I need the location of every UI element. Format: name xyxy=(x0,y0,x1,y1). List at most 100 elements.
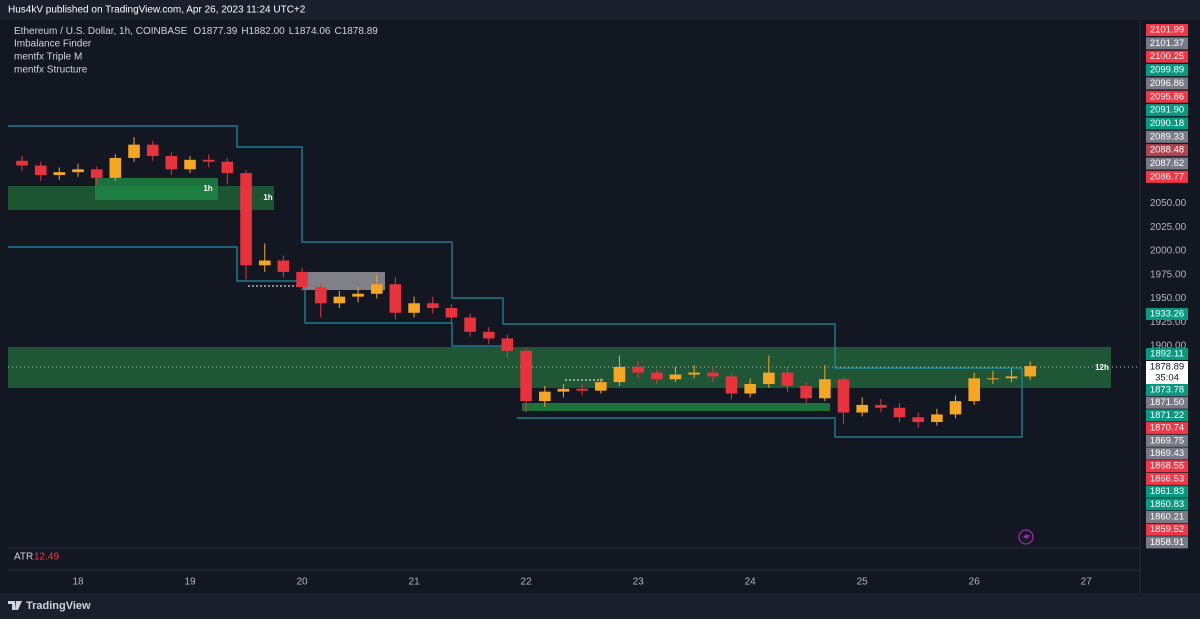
indicator: mentfx Triple M xyxy=(14,52,82,63)
price-label: 1860.83 xyxy=(1150,499,1184,510)
candle-body xyxy=(352,293,364,297)
price-label: 1933.26 xyxy=(1150,309,1184,320)
candle-body xyxy=(109,157,122,178)
zone-label: 1h xyxy=(263,193,272,202)
structure-line xyxy=(8,246,503,347)
price-label-box xyxy=(1146,460,1188,473)
price-label: 2087.62 xyxy=(1150,158,1184,169)
y-tick-label: 1975.00 xyxy=(1150,269,1187,280)
candle-body xyxy=(16,160,28,166)
ohlc-label: H xyxy=(241,26,248,37)
candle-body xyxy=(165,156,178,170)
y-tick-label: 2025.00 xyxy=(1150,222,1187,233)
candle-body xyxy=(669,374,682,380)
x-tick-label: 21 xyxy=(409,577,421,588)
price-label-box xyxy=(1146,50,1188,63)
y-tick-label: 1950.00 xyxy=(1150,293,1187,304)
x-tick-label: 20 xyxy=(296,577,308,588)
price-label-box xyxy=(1146,170,1188,183)
candle-body xyxy=(1005,376,1018,379)
price-label: 2101.99 xyxy=(1150,25,1184,36)
y-tick-label: 2000.00 xyxy=(1150,246,1187,257)
price-label: 1878.89 xyxy=(1150,362,1184,373)
price-label-box xyxy=(1146,422,1188,435)
x-tick-label: 27 xyxy=(1081,577,1093,588)
price-label-box xyxy=(1146,144,1188,157)
candle-body xyxy=(202,159,215,162)
price-label-box xyxy=(1146,472,1188,485)
candle-body xyxy=(184,159,196,170)
candle-body xyxy=(240,173,252,266)
price-label: 1860.21 xyxy=(1150,512,1184,523)
zone-label: 12h xyxy=(1095,363,1109,372)
candle-body xyxy=(651,372,663,380)
price-label: 1861.83 xyxy=(1150,486,1184,497)
candle-body xyxy=(707,372,719,377)
candle-body xyxy=(781,372,794,386)
candle-body xyxy=(53,172,66,176)
zone xyxy=(95,178,218,200)
candle-body xyxy=(744,384,756,394)
publisher: Hus4kV published on TradingView.com, Apr… xyxy=(8,5,306,16)
alert-icon[interactable] xyxy=(1018,529,1034,545)
price-label: 2090.18 xyxy=(1150,118,1184,129)
candle-body xyxy=(128,144,140,158)
x-tick-label: 24 xyxy=(745,577,757,588)
price-label-box xyxy=(1146,37,1188,50)
candle-body xyxy=(370,284,383,294)
price-label-box xyxy=(1146,523,1188,536)
price-label-box xyxy=(1146,511,1188,523)
candle-body xyxy=(296,271,308,288)
x-tick-label: 18 xyxy=(72,577,84,588)
x-tick-label: 19 xyxy=(184,577,196,588)
y-tick-label: 2050.00 xyxy=(1150,198,1187,209)
price-label: 1866.53 xyxy=(1150,473,1184,484)
price-label: 2091.90 xyxy=(1150,105,1184,116)
zone-label: 1h xyxy=(203,184,212,193)
candle-body xyxy=(576,388,588,391)
ohlc-label: L xyxy=(289,26,295,37)
ohlc-label: C xyxy=(334,26,341,37)
candle-body xyxy=(931,414,943,423)
atr-value: 12.49 xyxy=(34,552,59,563)
candle-body xyxy=(837,379,850,413)
candle-body xyxy=(819,379,831,399)
candle-body xyxy=(464,317,476,332)
alert-icon-bolt xyxy=(1023,532,1030,542)
candle-body xyxy=(987,378,999,380)
candles xyxy=(16,137,1037,428)
candle-body xyxy=(483,331,495,339)
price-label: 2088.48 xyxy=(1150,145,1184,156)
price-label: 1859.52 xyxy=(1150,524,1184,535)
y-tick-label: 1925.00 xyxy=(1150,317,1187,328)
candle-body xyxy=(146,144,159,157)
candle-body xyxy=(314,287,327,304)
candle-body xyxy=(632,366,644,373)
title: Ethereum / U.S. Dollar, 1h, COINBASE O187… xyxy=(14,26,378,37)
price-label: 1892.11 xyxy=(1150,349,1184,360)
price-label-box xyxy=(1146,117,1188,130)
zone xyxy=(303,272,385,290)
price-label: 2101.37 xyxy=(1150,38,1184,49)
candle-body xyxy=(90,169,103,178)
ohlc-value: 1877.39 xyxy=(201,26,238,37)
candle-body xyxy=(613,366,626,383)
candle-body xyxy=(912,417,924,423)
price-label-box xyxy=(1146,447,1188,460)
price-label-box xyxy=(1146,409,1188,422)
candle-body xyxy=(445,308,458,318)
price-label-box xyxy=(1146,77,1188,90)
candle-body xyxy=(408,303,420,313)
ohlc-value: 1874.06 xyxy=(294,26,331,37)
candle-body xyxy=(875,404,887,408)
price-label-box xyxy=(1146,384,1188,396)
top-bar xyxy=(0,0,1200,20)
price-label: 1870.74 xyxy=(1150,423,1184,434)
candle-body xyxy=(1024,366,1037,377)
price-label: 2095.86 xyxy=(1150,91,1184,102)
price-label-box xyxy=(1146,348,1188,360)
candle-body xyxy=(520,350,532,402)
brand-logo xyxy=(8,601,22,610)
candle-body xyxy=(688,372,700,375)
